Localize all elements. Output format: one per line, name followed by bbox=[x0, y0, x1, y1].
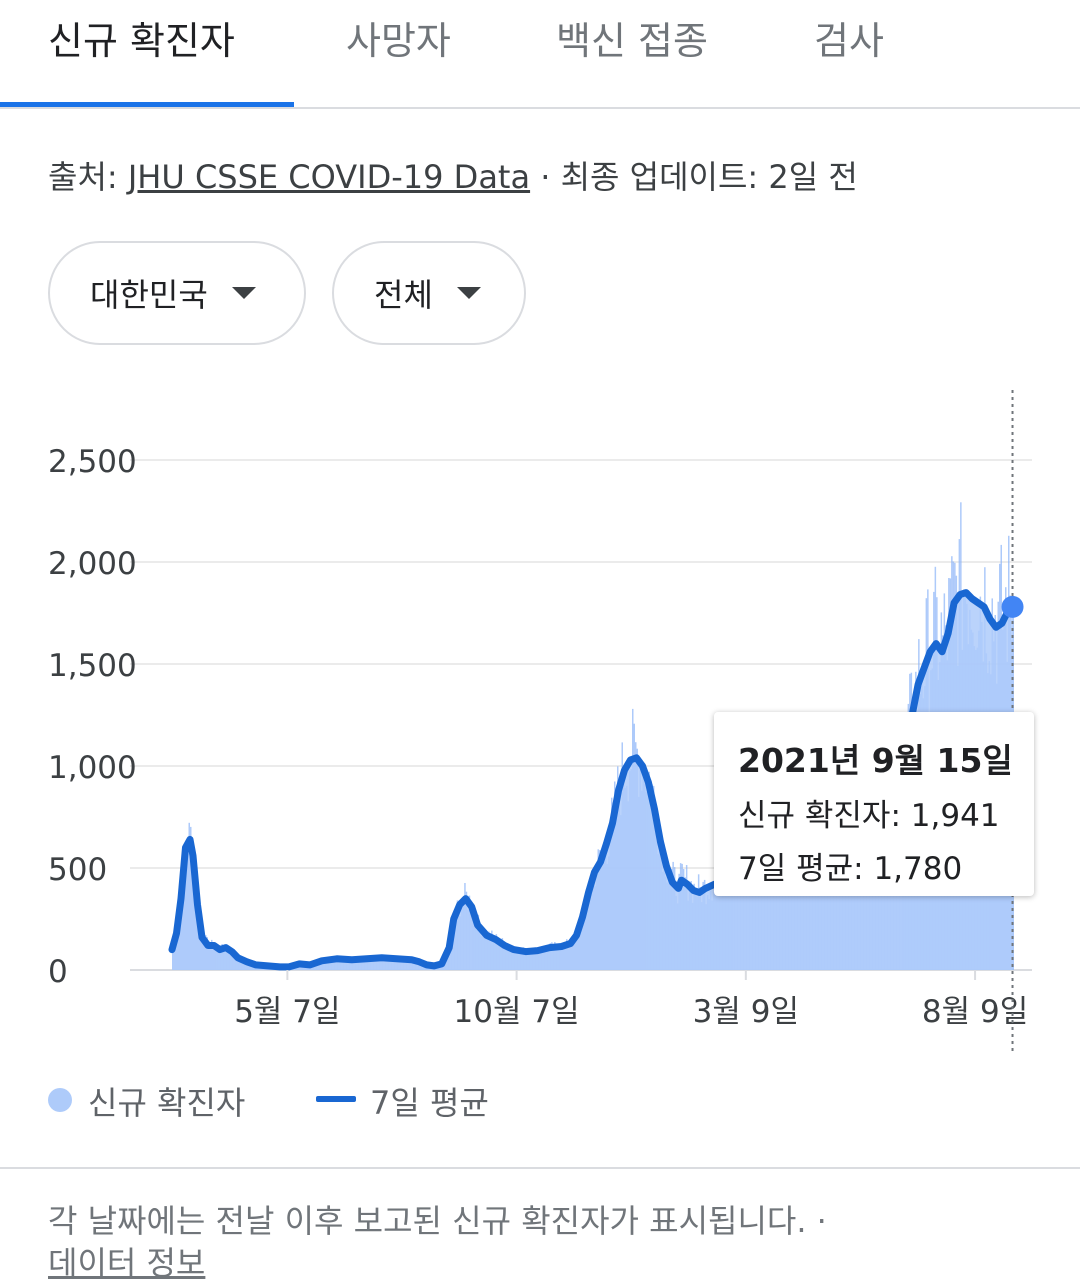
y-tick-label: 2,000 bbox=[48, 546, 137, 582]
legend-line-label: 7일 평균 bbox=[370, 1084, 489, 1122]
source-prefix: 출처: bbox=[48, 158, 128, 196]
tab-tests[interactable]: 검사 bbox=[814, 19, 884, 63]
dropdown-arrow-icon bbox=[231, 287, 256, 299]
hover-point bbox=[1001, 595, 1024, 618]
footer-divider bbox=[0, 1167, 1080, 1169]
active-tab-indicator bbox=[0, 102, 294, 108]
legend-bars-swatch bbox=[48, 1088, 72, 1112]
source-line: 출처: JHU CSSE COVID-19 Data · 최종 업데이트: 2일… bbox=[48, 152, 858, 198]
tabs-divider bbox=[0, 107, 1080, 109]
y-tick-label: 0 bbox=[48, 954, 68, 990]
tab-new-cases[interactable]: 신규 확진자 bbox=[48, 19, 235, 63]
tab-bar: 신규 확진자 사망자 백신 접종 검사 bbox=[0, 0, 1080, 110]
y-tick-label: 2,500 bbox=[48, 444, 137, 480]
tooltip-avg-value: 1,780 bbox=[873, 851, 963, 887]
y-tick-label: 1,500 bbox=[48, 648, 137, 684]
x-tick-label: 8월 9일 bbox=[922, 994, 1028, 1030]
tab-vaccinations[interactable]: 백신 접종 bbox=[556, 19, 708, 63]
scope-dropdown[interactable]: 전체 bbox=[332, 241, 526, 345]
tooltip-new-cases-value: 1,941 bbox=[910, 798, 1000, 834]
x-tick-label: 5월 7일 bbox=[234, 994, 340, 1030]
tooltip-avg: 7일 평균: 1,780 bbox=[738, 843, 1010, 888]
tooltip-date: 2021년 9월 15일 bbox=[738, 741, 1013, 780]
region-dropdown-label: 대한민국 bbox=[90, 276, 208, 314]
tab-deaths[interactable]: 사망자 bbox=[346, 19, 451, 63]
x-tick-label: 10월 7일 bbox=[454, 994, 580, 1030]
source-link[interactable]: JHU CSSE COVID-19 Data bbox=[127, 158, 531, 196]
last-updated: · 최종 업데이트: 2일 전 bbox=[530, 158, 858, 196]
dropdown-arrow-icon bbox=[456, 287, 481, 299]
x-tick-label: 3월 9일 bbox=[693, 994, 799, 1030]
tooltip-avg-label: 7일 평균: bbox=[738, 851, 874, 887]
tooltip-new-cases-label: 신규 확진자: bbox=[738, 798, 911, 834]
tooltip-new-cases: 신규 확진자: 1,941 bbox=[738, 790, 1010, 835]
scope-dropdown-label: 전체 bbox=[374, 276, 433, 314]
legend-line-swatch bbox=[316, 1096, 356, 1102]
legend-bars-label: 신규 확진자 bbox=[88, 1084, 246, 1122]
chart-tooltip: 2021년 9월 15일 신규 확진자: 1,941 7일 평균: 1,780 bbox=[714, 712, 1034, 896]
y-tick-label: 500 bbox=[48, 852, 107, 888]
footnote: 각 날짜에는 전날 이후 보고된 신규 확진자가 표시됩니다. · bbox=[48, 1202, 827, 1240]
data-info-link[interactable]: 데이터 정보 bbox=[48, 1244, 206, 1282]
region-dropdown[interactable]: 대한민국 bbox=[48, 241, 306, 345]
y-tick-label: 1,000 bbox=[48, 750, 137, 786]
